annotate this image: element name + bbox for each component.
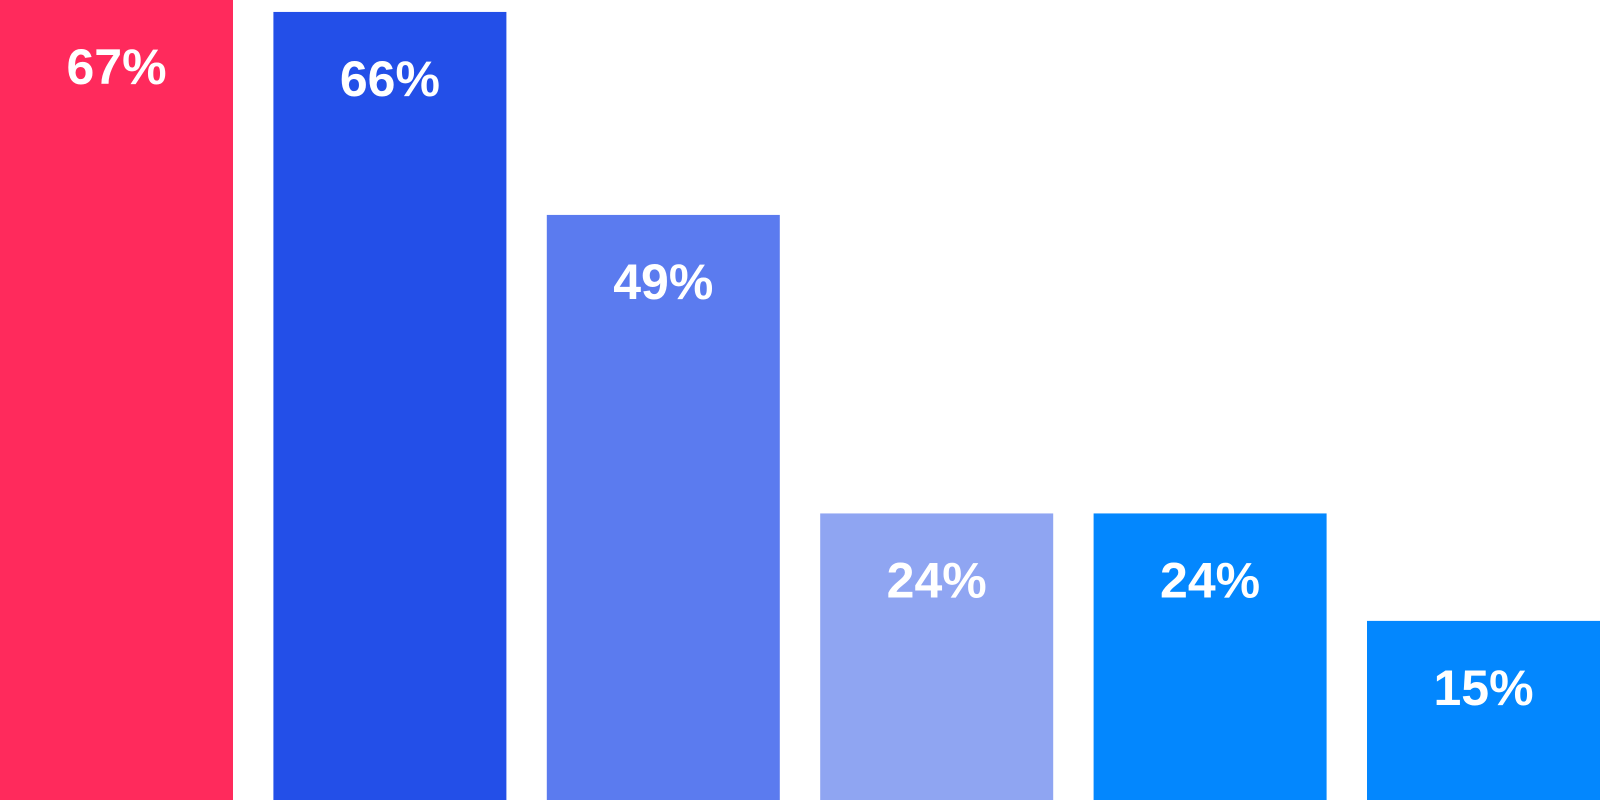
bar-value-label-1: 67% <box>66 39 166 95</box>
bar-5 <box>1093 513 1327 800</box>
bar-2 <box>273 11 507 800</box>
bar-1 <box>0 0 233 800</box>
bar-value-label-6: 15% <box>1433 660 1533 716</box>
bar-3 <box>546 214 780 800</box>
bar-value-label-3: 49% <box>613 254 713 310</box>
bar-6 <box>1367 620 1600 800</box>
bar-value-label-2: 66% <box>340 51 440 107</box>
value-labels-group: 67% 66% 49% 24% 24% 15% <box>66 39 1533 716</box>
bar-value-label-5: 24% <box>1160 553 1260 609</box>
bar-4 <box>820 513 1054 800</box>
bar-value-label-4: 24% <box>887 553 987 609</box>
